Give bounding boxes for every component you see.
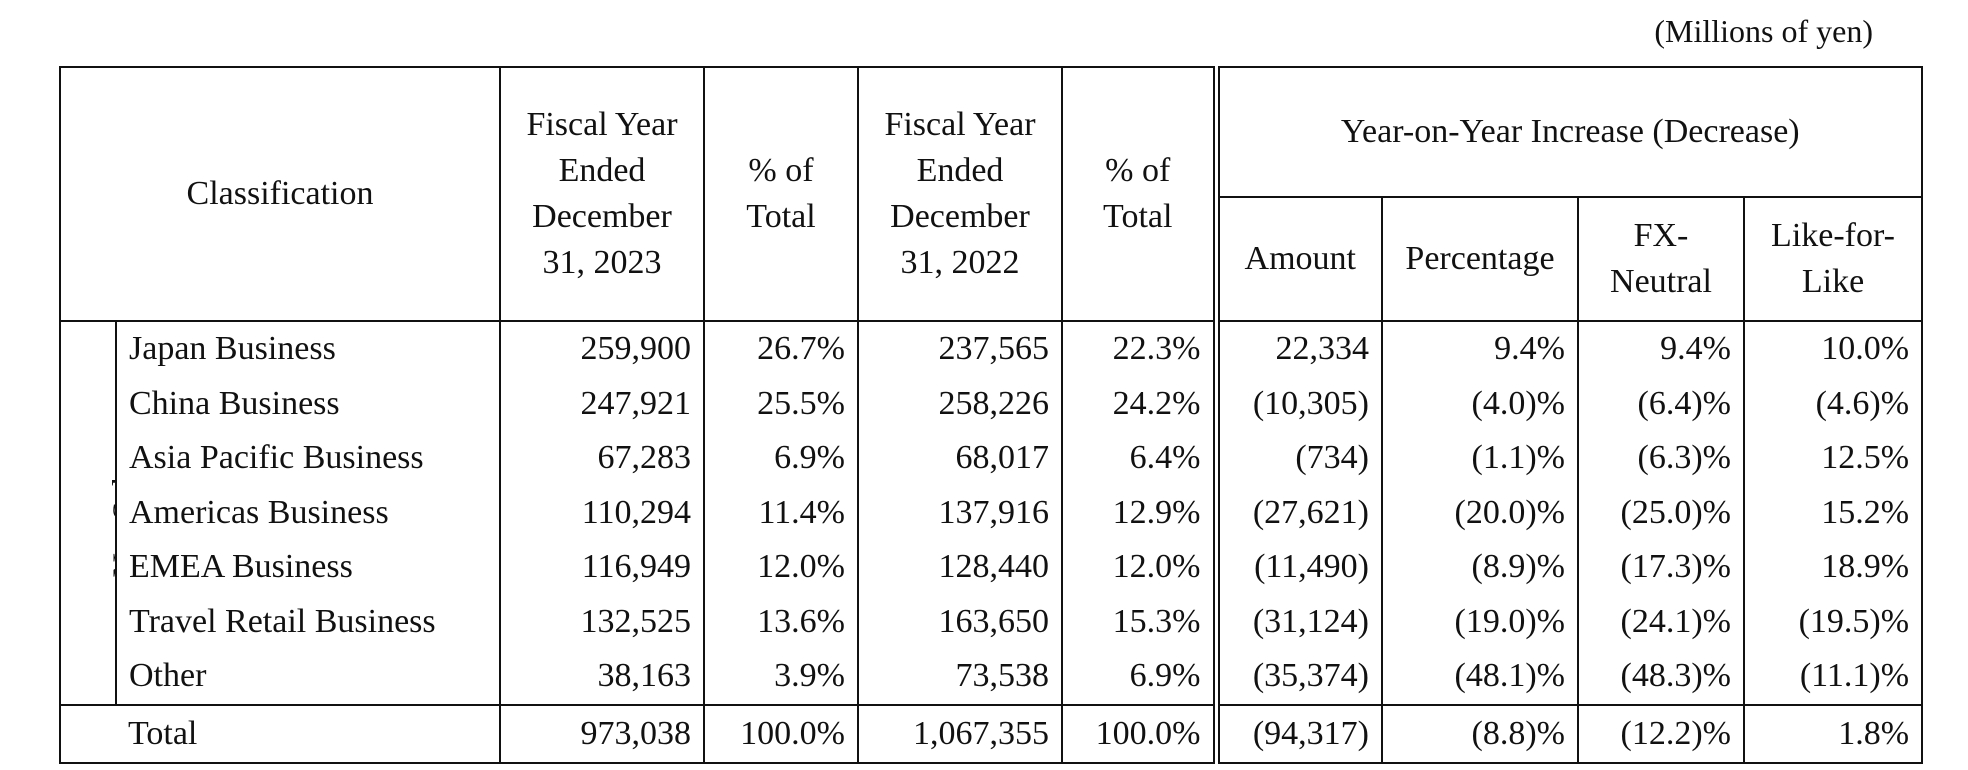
amount-header: Amount: [1212, 196, 1383, 322]
pct2022-value: 22.3%: [1061, 320, 1217, 377]
total-pct2022-value: 100.0%: [1061, 703, 1217, 764]
fy2022-header: Fiscal Year Ended December 31, 2022: [857, 66, 1063, 322]
pct2023-value: 12.0%: [703, 540, 859, 595]
total-percentage-value: (8.8)%: [1381, 703, 1579, 764]
row-label: Asia Pacific Business: [115, 431, 501, 486]
total-like-for-like-value: 1.8%: [1742, 703, 1924, 764]
row-label: Japan Business: [115, 320, 501, 377]
fx-neutral-value: 9.4%: [1577, 320, 1745, 377]
pct2023-value: 6.9%: [703, 431, 859, 486]
pct2022-value: 12.0%: [1061, 540, 1217, 595]
table-row: EMEA Business 116,949 12.0% 128,440 12.0…: [60, 540, 1924, 595]
percentage-value: (4.0)%: [1381, 376, 1579, 431]
pct2023-value: 11.4%: [703, 485, 859, 540]
pct-total-2023-header: % of Total: [703, 66, 859, 322]
fy2022-value: 137,916: [857, 485, 1063, 540]
like-for-like-value: 10.0%: [1742, 320, 1924, 377]
like-for-like-header: Like-for-Like: [1742, 196, 1924, 322]
table-row: Americas Business 110,294 11.4% 137,916 …: [60, 485, 1924, 540]
amount-value: (35,374): [1212, 649, 1383, 706]
fy2022-value: 128,440: [857, 540, 1063, 595]
like-for-like-value: 18.9%: [1742, 540, 1924, 595]
amount-value: 22,334: [1212, 320, 1383, 377]
fx-neutral-value: (25.0)%: [1577, 485, 1745, 540]
fy2022-value: 73,538: [857, 649, 1063, 706]
yoy-group-header: Year-on-Year Increase (Decrease): [1212, 66, 1924, 198]
table-row: Asia Pacific Business 67,283 6.9% 68,017…: [60, 431, 1924, 486]
fx-neutral-value: (6.3)%: [1577, 431, 1745, 486]
fy2022-value: 68,017: [857, 431, 1063, 486]
fy2023-value: 259,900: [499, 320, 705, 377]
fx-neutral-value: (6.4)%: [1577, 376, 1745, 431]
fy2023-value: 132,525: [499, 594, 705, 649]
percentage-value: (48.1)%: [1381, 649, 1579, 706]
net-sales-table: Classification Fiscal Year Ended Decembe…: [59, 66, 1924, 764]
pct2022-value: 12.9%: [1061, 485, 1217, 540]
amount-value: (10,305): [1212, 376, 1383, 431]
amount-value: (734): [1212, 431, 1383, 486]
pct2023-value: 26.7%: [703, 320, 859, 377]
total-amount-value: (94,317): [1212, 703, 1383, 764]
fy2022-value: 258,226: [857, 376, 1063, 431]
pct2023-value: 13.6%: [703, 594, 859, 649]
table-row: China Business 247,921 25.5% 258,226 24.…: [60, 376, 1924, 431]
row-label: Other: [115, 649, 501, 706]
classification-header: Classification: [59, 66, 501, 322]
table-row: Travel Retail Business 132,525 13.6% 163…: [60, 594, 1924, 649]
fy2022-value: 163,650: [857, 594, 1063, 649]
percentage-value: (8.9)%: [1381, 540, 1579, 595]
amount-value: (11,490): [1212, 540, 1383, 595]
percentage-value: (1.1)%: [1381, 431, 1579, 486]
like-for-like-value: (11.1)%: [1742, 649, 1924, 706]
percentage-header: Percentage: [1381, 196, 1579, 322]
like-for-like-value: (19.5)%: [1742, 594, 1924, 649]
fy2023-value: 38,163: [499, 649, 705, 706]
total-row: Total 973,038 100.0% 1,067,355 100.0% (9…: [59, 703, 1924, 764]
fy2022-value: 237,565: [857, 320, 1063, 377]
like-for-like-value: 15.2%: [1742, 485, 1924, 540]
table-row: Other 38,163 3.9% 73,538 6.9% (35,374) (…: [60, 649, 1924, 706]
fx-neutral-value: (24.1)%: [1577, 594, 1745, 649]
like-for-like-value: (4.6)%: [1742, 376, 1924, 431]
fy2023-value: 110,294: [499, 485, 705, 540]
fy2023-value: 247,921: [499, 376, 705, 431]
fy2023-value: 67,283: [499, 431, 705, 486]
percentage-value: (19.0)%: [1381, 594, 1579, 649]
pct-total-2022-header: % of Total: [1061, 66, 1217, 322]
fx-neutral-value: (48.3)%: [1577, 649, 1745, 706]
pct2022-value: 15.3%: [1061, 594, 1217, 649]
pct2023-value: 25.5%: [703, 376, 859, 431]
fy2023-header: Fiscal Year Ended December 31, 2023: [499, 66, 705, 322]
row-label: Americas Business: [115, 485, 501, 540]
fx-neutral-header: FX-Neutral: [1577, 196, 1745, 322]
table-row: Net Sales Japan Business 259,900 26.7% 2…: [59, 320, 1924, 706]
amount-value: (31,124): [1212, 594, 1383, 649]
fx-neutral-value: (17.3)%: [1577, 540, 1745, 595]
net-sales-group-label: Net Sales: [59, 320, 117, 706]
fy2023-value: 116,949: [499, 540, 705, 595]
row-label: China Business: [115, 376, 501, 431]
percentage-value: 9.4%: [1381, 320, 1579, 377]
pct2022-value: 6.4%: [1061, 431, 1217, 486]
percentage-value: (20.0)%: [1381, 485, 1579, 540]
amount-value: (27,621): [1212, 485, 1383, 540]
total-fy2023-value: 973,038: [499, 703, 705, 764]
total-spacer-cell: [59, 703, 116, 764]
row-label: EMEA Business: [115, 540, 501, 595]
pct2022-value: 6.9%: [1061, 649, 1217, 706]
row-label: Travel Retail Business: [115, 594, 501, 649]
total-pct2023-value: 100.0%: [703, 703, 859, 764]
total-label: Total: [116, 703, 501, 764]
pct2022-value: 24.2%: [1061, 376, 1217, 431]
unit-note: (Millions of yen): [1654, 13, 1873, 49]
total-fy2022-value: 1,067,355: [857, 703, 1063, 764]
total-fx-neutral-value: (12.2)%: [1577, 703, 1745, 764]
pct2023-value: 3.9%: [703, 649, 859, 706]
like-for-like-value: 12.5%: [1742, 431, 1924, 486]
